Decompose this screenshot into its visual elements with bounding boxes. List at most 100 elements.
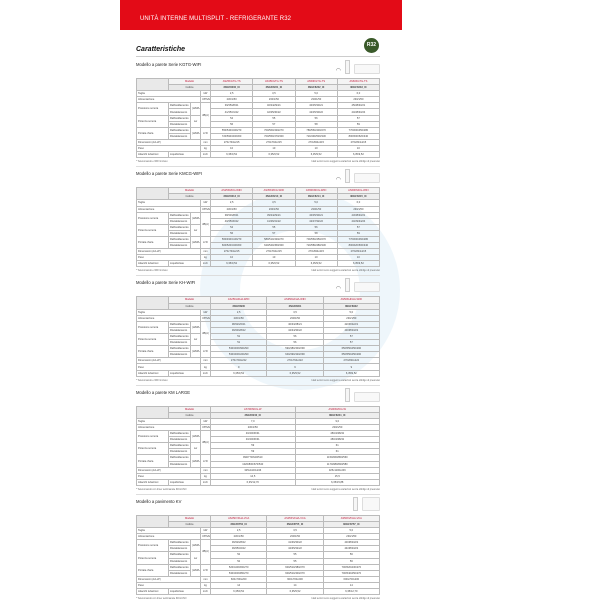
unit-cell: inch: [200, 478, 211, 486]
empty-cell: [136, 296, 169, 310]
label-cell: Lw: [190, 442, 201, 456]
table-notes: * Telecomando con timer settimanale INCL…: [136, 597, 380, 601]
r32-badge: R32: [364, 38, 379, 53]
label-cell: (H/M/L/Q): [190, 430, 201, 444]
table-row: Portata d'ariaRaffreddamento(H/M/L/Q)m³/…: [136, 454, 380, 468]
product-section: Modello a parete Serie KH-WIFI ◠ Modello AS…: [136, 275, 381, 383]
product-section: Modello a parete Serie KGTG-WIFI ◠ Modello…: [136, 60, 381, 164]
label-cell: (H/M/L/Q): [190, 539, 201, 553]
unit-cell: m³/h: [200, 235, 211, 250]
unit-cell: m³/h: [200, 563, 211, 577]
label-cell: Lw: [190, 332, 201, 347]
table-row: Pressione sonoraRaffreddamento(H/M/L/Q)d…: [136, 430, 380, 456]
value-cell: 6,35/9,52: [336, 151, 381, 159]
product-images: ◠: [336, 169, 380, 184]
table-notes: * Telecomando e WIFI incluso I dati tecni…: [136, 269, 380, 273]
product-images: [353, 496, 380, 511]
label-cell: (H/M/L/Q): [190, 454, 201, 468]
table-row: Potenza sonora Raffreddamento Lw 54 55 56 57: [136, 114, 381, 128]
product-section: Modello a pavimento KV Modello AS25KVFHA-V…: [136, 493, 381, 601]
unit-cell: inch: [200, 369, 211, 377]
value-cell: 6,35/9,52: [266, 587, 324, 596]
unit-cell: dB(A): [200, 539, 211, 565]
table-row: Attacchi tubazioni Liquido/Gas inch 6,35/9,…: [136, 369, 381, 377]
divider: [136, 275, 380, 277]
remote-control-image: [353, 496, 358, 511]
label-cell: Raffreddamento: [168, 102, 191, 110]
table-row: Riscaldamento 1020/800/670/540 1170/980/82…: [137, 460, 380, 468]
label-cell: Liquido/Gas: [168, 478, 201, 486]
footnote: * Telecomando con timer settimanale INCL…: [136, 597, 187, 601]
label-cell: (H/M/L/Q): [190, 320, 201, 335]
label-cell: (H/M/L/Q): [190, 563, 201, 577]
product-section: Modello a parete KM LARGE Modello AS70KMCG…: [136, 384, 380, 492]
empty-cell: [136, 187, 169, 201]
empty-cell: [136, 77, 169, 92]
label-cell: Attacchi tubazioni: [136, 587, 169, 596]
table-row: Riscaldamento 720/590/460/300 700/550/470/…: [137, 132, 381, 140]
divider: [136, 56, 380, 57]
label-cell: Liquido/Gas: [168, 151, 201, 159]
label-cell: Potenza sonora: [136, 332, 169, 347]
divider: [136, 493, 380, 495]
label-cell: Raffreddamento: [168, 345, 191, 353]
label-cell: Portata d'aria: [136, 563, 169, 577]
spec-table: Modello AS25KGTG-TS AS35KGTG-TS AS50KGTG-TS…: [136, 77, 381, 159]
table-notes: * Telecomando e WIFI incluso I dati tecni…: [136, 379, 380, 383]
label-cell: Portata d'aria: [136, 345, 169, 359]
label-cell: (H/M/L/Q): [190, 211, 201, 225]
empty-cell: [136, 514, 169, 529]
label-cell: Potenza sonora: [136, 551, 169, 565]
table-row: Riscaldamento 46/40/36/31 48/43/38/32: [137, 436, 380, 444]
value-cell: 6,35/9,52: [322, 369, 381, 377]
product-section: Modello a parete Serie KMCG-WIFI ◠ Modello…: [136, 166, 381, 273]
disclaimer: I dati tecnici sono soggetti a variazion…: [310, 378, 380, 382]
unit-cell: inch: [200, 587, 211, 596]
value-cell: 6,35/9,52: [252, 151, 296, 159]
value-cell: 6,35/15,88: [294, 478, 380, 486]
indoor-unit-image: [362, 496, 380, 511]
disclaimer: I dati tecnici sono soggetti a variazion…: [310, 160, 380, 164]
unit-cell: inch: [200, 260, 211, 268]
remote-control-image: [345, 387, 350, 402]
indoor-unit-image: [354, 64, 380, 74]
disclaimer: I dati tecnici sono soggetti a variazion…: [310, 597, 380, 601]
unit-cell: V/Ph/Hz: [200, 205, 211, 213]
unit-cell: dB(A): [200, 320, 211, 347]
label-cell: Raffreddamento: [168, 454, 191, 462]
product-images: [345, 387, 380, 402]
table-row: Modello AS25KVFHA-VCA AS35KVFHA-VCA AS50KVF…: [136, 514, 381, 529]
label-cell: Raffreddamento: [168, 563, 191, 571]
value-cell: 6,35/9,52: [294, 151, 338, 159]
value-cell: 6,35/9,52: [209, 369, 268, 377]
spec-table: Modello AS25KHFHA-WIFI AS35KHFHA-WIFI AS50K…: [136, 296, 381, 377]
label-cell: Pressione sonora: [136, 320, 169, 335]
header-title: UNITÀ INTERNE MULTISPLIT - REFRIGERANTE …: [140, 16, 292, 22]
label-cell: Liquido/Gas: [168, 369, 201, 377]
label-cell: Attacchi tubazioni: [136, 151, 169, 159]
table-row: Attacchi tubazioni Liquido/Gas inch 6,35/9,…: [136, 260, 381, 268]
label-cell: Raffreddamento: [168, 223, 191, 231]
wifi-icon: ◠: [335, 286, 341, 293]
footnote: * Telecomando e WIFI incluso: [136, 160, 168, 164]
remote-control-image: [345, 169, 350, 184]
label-cell: Raffreddamento: [168, 126, 191, 134]
section-title: Modello a parete Serie KMCG-WIFI: [136, 171, 203, 177]
unit-cell: dB(A): [200, 211, 211, 237]
value-cell: 6,35/12,70: [210, 478, 296, 486]
label-cell: Lw: [190, 114, 201, 128]
label-cell: Attacchi tubazioni: [136, 260, 169, 268]
label-cell: (H/M/L/Q): [190, 126, 201, 140]
label-cell: Liquido/Gas: [168, 260, 201, 268]
section-title: Modello a parete Serie KH-WIFI: [136, 280, 196, 286]
value-cell: 6,35/12,70: [322, 587, 381, 596]
label-cell: (H/M/L/Q): [190, 345, 201, 359]
unit-cell: V/Ph/Hz: [200, 96, 211, 104]
indoor-unit-image: [354, 173, 380, 184]
label-cell: (H/M/L/Q): [190, 235, 201, 250]
unit-cell: V/Ph/Hz: [200, 423, 211, 432]
label-cell: Raffreddamento: [168, 430, 191, 438]
label-cell: Pressione sonora: [136, 102, 169, 116]
label-cell: Portata d'aria: [136, 454, 169, 468]
label-cell: Attacchi tubazioni: [136, 478, 169, 486]
